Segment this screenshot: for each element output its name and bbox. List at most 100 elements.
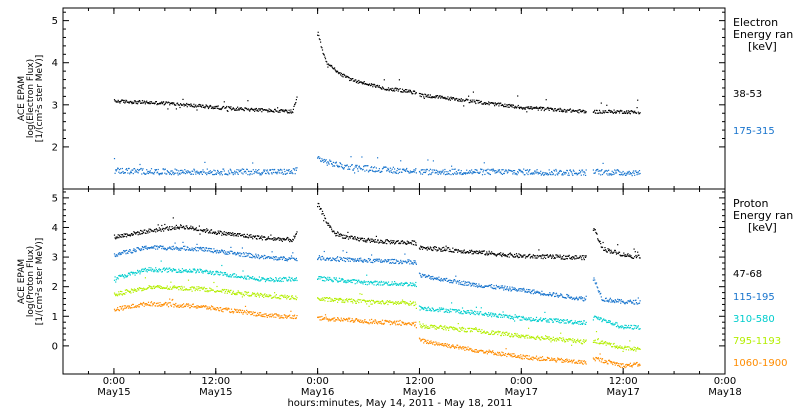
data-point: [132, 169, 134, 171]
data-point: [471, 99, 473, 101]
data-point: [191, 247, 193, 249]
data-point: [246, 107, 248, 110]
data-point: [264, 169, 266, 171]
data-point: [209, 105, 211, 107]
data-point: [295, 277, 297, 279]
data-point: [527, 290, 529, 293]
data-point: [431, 310, 433, 312]
data-point: [509, 288, 511, 290]
data-point: [512, 336, 514, 338]
data-point: [285, 110, 287, 112]
data-point: [168, 172, 170, 174]
data-point: [269, 277, 271, 279]
data-point: [318, 255, 320, 257]
data-point: [173, 172, 176, 174]
data-point: [327, 63, 330, 65]
data-point: [581, 169, 584, 171]
data-point: [475, 102, 477, 105]
data-point: [281, 109, 283, 111]
data-point: [177, 227, 179, 229]
data-point: [189, 248, 191, 250]
data-point: [390, 259, 392, 261]
data-point: [270, 172, 273, 174]
data-point: [415, 92, 417, 94]
data-point: [379, 302, 381, 304]
data-point: [176, 248, 178, 250]
data-point: [356, 239, 358, 241]
data-point: [179, 286, 181, 288]
data-point: [168, 102, 170, 104]
data-point: [221, 171, 223, 173]
data-point: [493, 285, 495, 287]
data-point: [511, 253, 513, 255]
data-point: [280, 298, 282, 300]
data-point: [267, 111, 269, 113]
data-point: [621, 172, 623, 174]
data-point: [158, 174, 160, 176]
data-point: [183, 248, 185, 250]
data-point: [440, 277, 442, 280]
data-point: [505, 314, 507, 317]
data-point: [605, 344, 607, 346]
data-point: [115, 255, 117, 258]
data-point: [389, 167, 391, 169]
data-point: [258, 169, 260, 171]
data-point: [418, 170, 421, 173]
data-point: [150, 287, 152, 289]
data-point: [259, 237, 261, 239]
data-point: [341, 259, 344, 261]
data-point: [287, 112, 290, 114]
data-point: [578, 169, 581, 171]
data-point: [475, 251, 477, 253]
data-point: [347, 76, 349, 78]
data-point: [426, 327, 428, 329]
data-point: [271, 173, 273, 175]
data-point: [487, 252, 489, 254]
data-point: [543, 174, 545, 176]
data-point: [391, 281, 393, 283]
data-point: [473, 285, 475, 287]
data-point: [495, 315, 497, 317]
data-point: [230, 106, 232, 108]
data-point: [147, 102, 150, 104]
data-point: [618, 346, 620, 348]
data-point: [374, 258, 376, 260]
data-point: [165, 287, 167, 289]
data-point: [295, 99, 297, 101]
data-point: [420, 93, 422, 95]
data-point: [434, 246, 436, 248]
data-point: [441, 247, 444, 249]
data-point: [254, 292, 256, 294]
data-point: [118, 237, 120, 239]
data-point: [249, 110, 251, 112]
data-point: [341, 301, 343, 303]
data-point: [327, 66, 329, 68]
data-point: [206, 270, 208, 272]
data-point: [173, 269, 176, 271]
data-point: [457, 309, 459, 311]
data-point: [241, 276, 243, 278]
data-point: [506, 334, 508, 336]
data-point: [554, 319, 556, 321]
data-point: [552, 254, 554, 256]
data-point: [500, 316, 502, 318]
data-point: [546, 173, 548, 175]
data-point: [143, 301, 145, 304]
data-point: [421, 276, 423, 278]
data-point: [634, 174, 636, 176]
data-point: [577, 257, 579, 259]
data-point: [176, 169, 178, 171]
data-point: [492, 288, 494, 290]
data-point: [521, 256, 523, 258]
data-point: [435, 171, 437, 174]
data-point: [633, 324, 635, 326]
data-point: [137, 234, 139, 236]
data-point: [347, 257, 349, 259]
data-point: [568, 294, 570, 296]
data-point: [596, 109, 598, 112]
data-point: [354, 258, 356, 260]
data-point: [200, 287, 202, 289]
data-point: [245, 172, 247, 174]
data-point: [514, 287, 516, 289]
data-point: [371, 169, 373, 171]
